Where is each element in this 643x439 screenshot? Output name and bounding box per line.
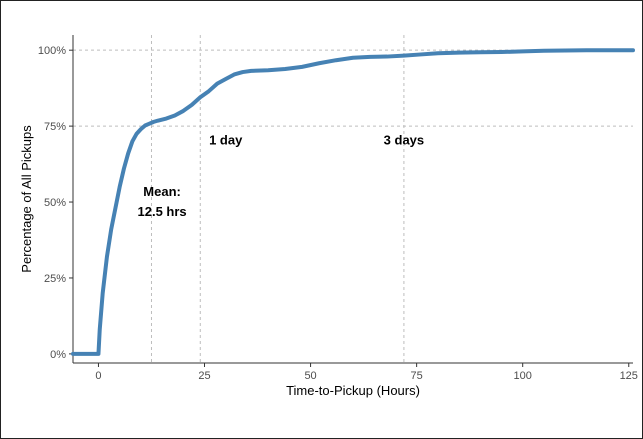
x-tick-label: 50 [304,370,316,382]
y-tick-label: 100% [38,45,66,57]
annotations: Mean: 12.5 hrs 1 day 3 days [138,132,425,219]
x-tick-label: 100 [514,370,532,382]
tick-labels: 0 25 50 75 100 125 0% 25% 50% 75% 100% [38,45,638,382]
annotation-line: Mean: [143,184,181,199]
y-tick-label: 25% [44,273,66,285]
annotation-line: 12.5 hrs [138,204,187,219]
y-axis-title: Percentage of All Pickups [19,125,34,273]
one-day-annotation: 1 day [209,132,243,147]
x-tick-label: 75 [411,370,423,382]
series-layer [71,48,635,356]
cumulative-pickup-line [71,48,635,356]
x-tick-label: 25 [198,370,210,382]
mean-annotation: Mean: 12.5 hrs [138,184,187,219]
annotation-line: 1 day [209,132,243,147]
x-tick-label: 125 [620,370,638,382]
y-tick-label: 50% [44,197,66,209]
y-tick-label: 0% [50,349,66,361]
y-tick-label: 75% [44,121,66,133]
axes [69,35,633,367]
annotation-line: 3 days [384,132,424,147]
three-days-annotation: 3 days [384,132,424,147]
reference-lines [73,35,633,363]
x-tick-label: 0 [95,370,101,382]
x-axis-title: Time-to-Pickup (Hours) [286,383,420,398]
